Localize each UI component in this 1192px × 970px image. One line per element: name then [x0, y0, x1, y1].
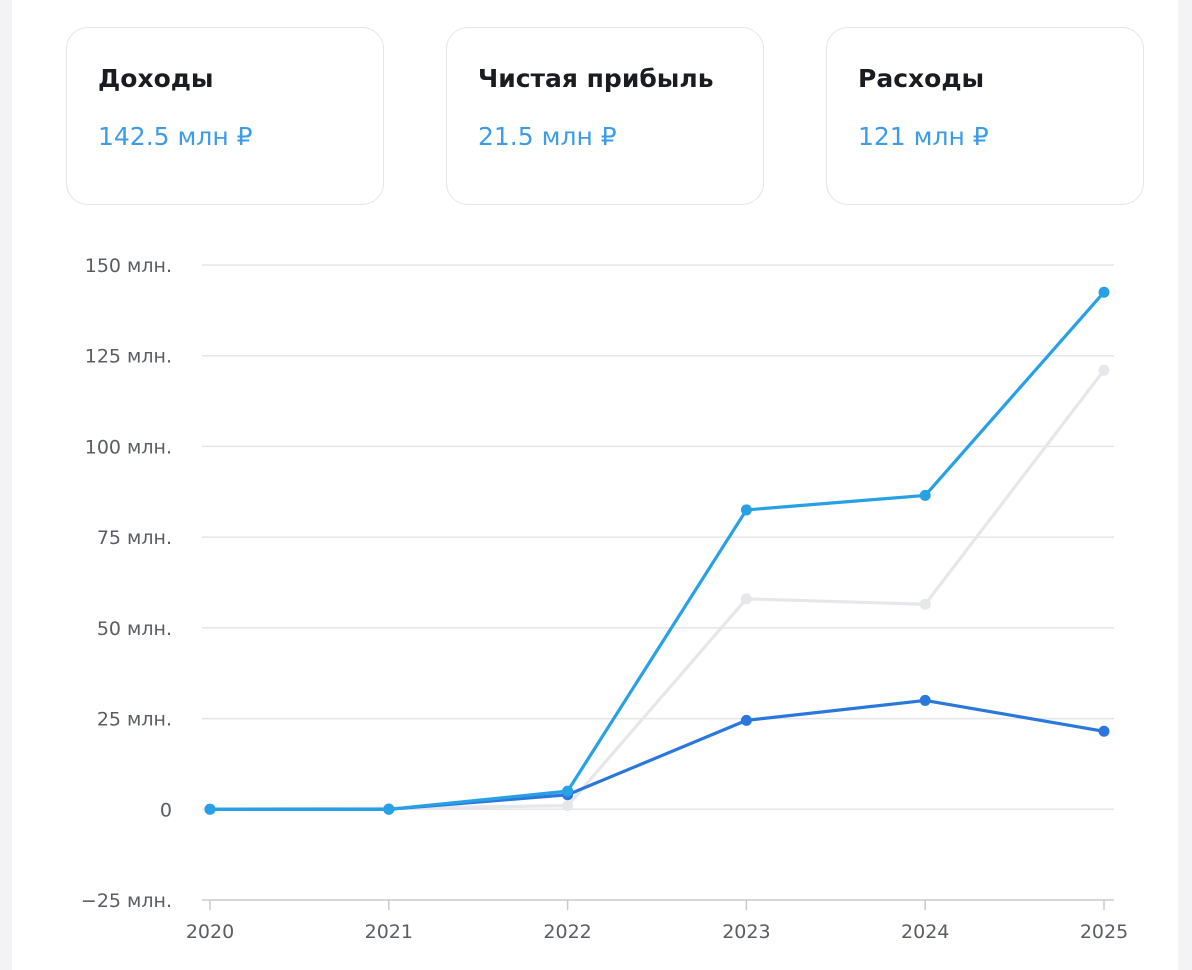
series-line-profit: [208, 698, 1106, 811]
x-tick-label: 2023: [722, 921, 770, 943]
data-point-income[interactable]: [204, 803, 216, 815]
label-layer: −25 млн. 0 25 млн. 50 млн. 75 млн. 100 млн. 12…: [81, 255, 1128, 943]
series-line-expenses: [208, 368, 1106, 811]
series-line-income: [208, 290, 1106, 811]
y-tick-label: 75 млн.: [97, 527, 172, 549]
series-layer: [204, 286, 1110, 815]
x-tick-label: 2025: [1080, 921, 1128, 943]
expenses-card-value: 121 млн ₽: [858, 122, 989, 151]
data-point-profit[interactable]: [1098, 725, 1110, 737]
axis-layer: [202, 899, 1114, 910]
x-tick-label: 2020: [186, 921, 234, 943]
y-tick-label: 150 млн.: [85, 255, 172, 277]
y-tick-label: 50 млн.: [97, 618, 172, 640]
data-point-expenses[interactable]: [1098, 364, 1110, 376]
data-point-expenses[interactable]: [562, 800, 574, 812]
data-point-income[interactable]: [1098, 286, 1110, 298]
data-point-profit[interactable]: [740, 714, 752, 726]
data-point-profit[interactable]: [919, 694, 931, 706]
data-point-expenses[interactable]: [740, 593, 752, 605]
x-tick-label: 2024: [901, 921, 949, 943]
x-tick-label: 2022: [543, 921, 591, 943]
data-point-income[interactable]: [919, 489, 931, 501]
expenses-card-title: Расходы: [858, 64, 985, 93]
net-profit-card-title: Чистая прибыль: [478, 64, 714, 93]
y-tick-label: 25 млн.: [97, 709, 172, 731]
income-card[interactable]: Доходы 142.5 млн ₽: [66, 27, 384, 205]
net-profit-card-value: 21.5 млн ₽: [478, 122, 617, 151]
y-tick-label: −25 млн.: [81, 890, 172, 912]
income-card-value: 142.5 млн ₽: [98, 122, 253, 151]
y-tick-label: 100 млн.: [85, 436, 172, 458]
data-point-income[interactable]: [740, 504, 752, 516]
net-profit-card[interactable]: Чистая прибыль 21.5 млн ₽: [446, 27, 764, 205]
x-tick-label: 2021: [365, 921, 413, 943]
y-tick-label: 125 млн.: [85, 346, 172, 368]
income-card-title: Доходы: [98, 64, 214, 93]
data-point-expenses[interactable]: [919, 598, 931, 610]
y-tick-label: 0: [160, 799, 172, 821]
expenses-card[interactable]: Расходы 121 млн ₽: [826, 27, 1144, 205]
data-point-income[interactable]: [383, 803, 395, 815]
data-point-income[interactable]: [562, 785, 574, 797]
